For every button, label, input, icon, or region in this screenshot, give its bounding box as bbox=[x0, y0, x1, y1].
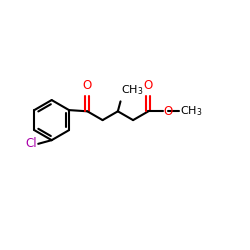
Text: Cl: Cl bbox=[25, 137, 37, 150]
Text: O: O bbox=[164, 105, 173, 118]
Text: O: O bbox=[144, 79, 153, 92]
Text: CH$_3$: CH$_3$ bbox=[180, 104, 203, 118]
Text: CH$_3$: CH$_3$ bbox=[121, 84, 144, 98]
Text: O: O bbox=[83, 79, 92, 92]
